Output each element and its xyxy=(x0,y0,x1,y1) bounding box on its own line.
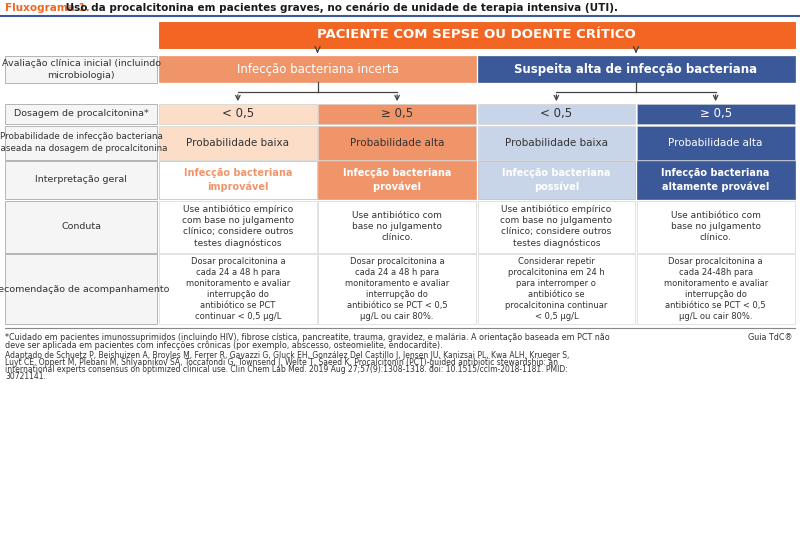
Text: 30721141.: 30721141. xyxy=(5,372,46,381)
Text: Infecção bacteriana incerta: Infecção bacteriana incerta xyxy=(237,62,398,76)
Text: Probabilidade de infecção bacteriana
baseada na dosagem de procalcitonina: Probabilidade de infecção bacteriana bas… xyxy=(0,133,167,152)
Text: Dosar procalcitonina a
cada 24 a 48 h para
monitoramento e avaliar
interrupção d: Dosar procalcitonina a cada 24 a 48 h pa… xyxy=(345,257,450,321)
Bar xyxy=(637,161,794,199)
Bar xyxy=(478,161,635,199)
Bar xyxy=(5,56,157,83)
Bar xyxy=(478,201,635,253)
Bar xyxy=(318,161,476,199)
Bar xyxy=(5,254,157,324)
Text: Use antibiótico empírico
com base no julgamento
clínico; considere outros
testes: Use antibiótico empírico com base no jul… xyxy=(500,205,613,248)
Text: *Cuidado em pacientes imunossuprimidos (incluindo HIV), fibrose cística, pancrea: *Cuidado em pacientes imunossuprimidos (… xyxy=(5,333,610,342)
Text: PACIENTE COM SEPSE OU DOENTE CRÍTICO: PACIENTE COM SEPSE OU DOENTE CRÍTICO xyxy=(318,28,636,42)
Bar xyxy=(159,125,317,159)
Text: Dosagem de procalcitonina*: Dosagem de procalcitonina* xyxy=(14,110,148,118)
Text: Infecção bacteriana
improvável: Infecção bacteriana improvável xyxy=(184,168,292,191)
Bar xyxy=(637,201,794,253)
Text: deve ser aplicada em pacientes com infecções crônicas (por exemplo, abscesso, os: deve ser aplicada em pacientes com infec… xyxy=(5,341,442,351)
Bar xyxy=(5,201,157,253)
Text: Probabilidade alta: Probabilidade alta xyxy=(669,138,763,147)
Text: Avaliação clínica inicial (incluindo
microbiologia): Avaliação clínica inicial (incluindo mic… xyxy=(2,59,161,79)
Text: Recomendação de acompanhamento: Recomendação de acompanhamento xyxy=(0,284,170,294)
Text: Infecção bacteriana
prová​vel: Infecção bacteriana prová​vel xyxy=(343,168,451,191)
Text: Use antibiótico com
base no julgamento
clínico.: Use antibiótico com base no julgamento c… xyxy=(670,211,761,242)
Bar xyxy=(637,125,794,159)
Text: Probabilidade baixa: Probabilidade baixa xyxy=(505,138,608,147)
Bar xyxy=(318,254,476,324)
Text: < 0,5: < 0,5 xyxy=(540,107,573,121)
Text: Fluxograma 1.: Fluxograma 1. xyxy=(5,3,90,13)
Text: Probabilidade alta: Probabilidade alta xyxy=(350,138,444,147)
Bar xyxy=(478,254,635,324)
Bar xyxy=(5,161,157,199)
Bar xyxy=(478,104,635,124)
Bar xyxy=(5,125,157,159)
Text: Adaptado de Schuetz P, Beishuizen A, Broyles M, Ferrer R, Gavazzi G, Gluck EH, G: Adaptado de Schuetz P, Beishuizen A, Bro… xyxy=(5,351,570,360)
Bar xyxy=(478,56,794,82)
Text: Dosar procalcitonina a
cada 24 a 48 h para
monitoramento e avaliar
interrupção d: Dosar procalcitonina a cada 24 a 48 h pa… xyxy=(186,257,290,321)
Bar xyxy=(159,201,317,253)
Text: ≥ 0,5: ≥ 0,5 xyxy=(699,107,732,121)
Bar xyxy=(637,104,794,124)
Text: Interpretação geral: Interpretação geral xyxy=(35,175,127,185)
Bar xyxy=(159,161,317,199)
Bar xyxy=(5,104,157,124)
Text: ≥ 0,5: ≥ 0,5 xyxy=(381,107,413,121)
Bar xyxy=(159,104,317,124)
Bar xyxy=(159,56,476,82)
Text: Use antibiótico empírico
com base no julgamento
clínico; considere outros
testes: Use antibiótico empírico com base no jul… xyxy=(182,205,294,248)
Bar xyxy=(159,22,794,48)
Text: international experts consensus on optimized clinical use. Clin Chem Lab Med. 20: international experts consensus on optim… xyxy=(5,365,568,374)
Text: Suspeita alta de infecção bacteriana: Suspeita alta de infecção bacteriana xyxy=(514,62,758,76)
Bar xyxy=(637,254,794,324)
Text: Use antibiótico com
base no julgamento
clínico.: Use antibiótico com base no julgamento c… xyxy=(352,211,442,242)
Text: Infecção bacteriana
possível: Infecção bacteriana possível xyxy=(502,168,610,191)
Bar xyxy=(159,254,317,324)
Text: Considerar repetir
procalcitonina em 24 h
para interromper o
antibiótico se
proc: Considerar repetir procalcitonina em 24 … xyxy=(505,257,607,321)
Bar xyxy=(318,104,476,124)
Text: Guia TdC®: Guia TdC® xyxy=(749,333,793,342)
Text: Uso da procalcitonina em pacientes graves, no cenário de unidade de terapia inte: Uso da procalcitonina em pacientes grave… xyxy=(62,3,618,13)
Text: Luyt CE, Oppert M, Plebani M, Shlyapnikov SA, Toccafondi G, Townsend J, Welte T,: Luyt CE, Oppert M, Plebani M, Shlyapniko… xyxy=(5,358,558,367)
Text: Conduta: Conduta xyxy=(61,222,101,231)
Text: Dosar procalcitonina a
cada 24-48h para
monitoramento e avaliar
interrupção do
a: Dosar procalcitonina a cada 24-48h para … xyxy=(663,257,768,321)
Text: < 0,5: < 0,5 xyxy=(222,107,254,121)
Text: Infecção bacteriana
altamente provável: Infecção bacteriana altamente provável xyxy=(662,168,770,191)
Bar xyxy=(318,201,476,253)
Text: Probabilidade baixa: Probabilidade baixa xyxy=(186,138,290,147)
Bar xyxy=(478,125,635,159)
Bar xyxy=(318,125,476,159)
